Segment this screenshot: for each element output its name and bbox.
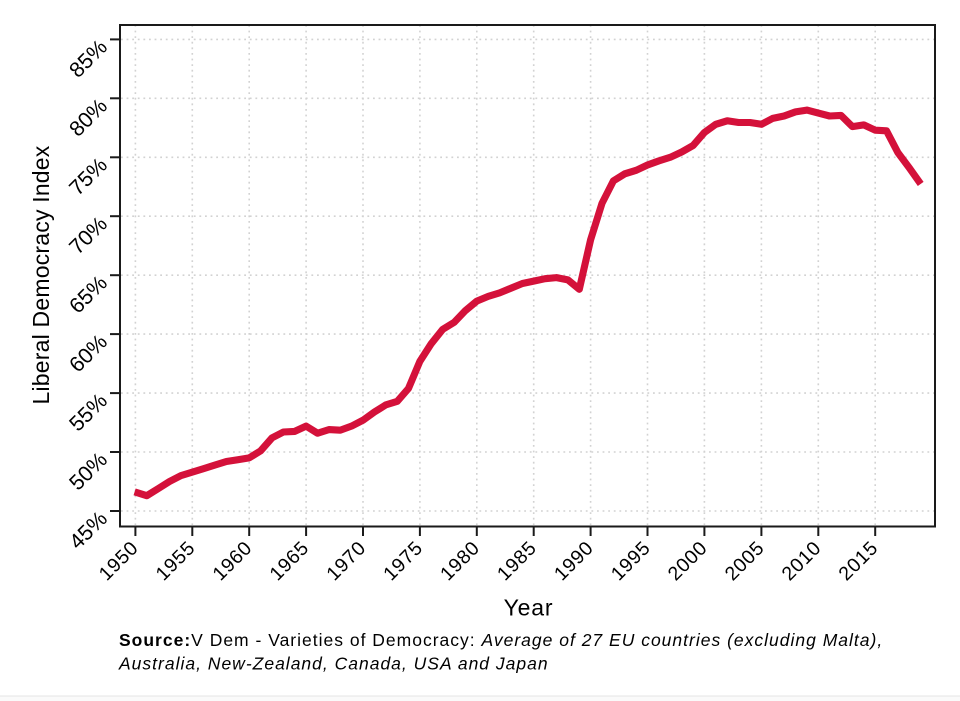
svg-text:Source:V Dem - Varieties of De: Source:V Dem - Varieties of Democracy: A… xyxy=(119,630,883,650)
svg-text:Australia, New-Zealand, Canada: Australia, New-Zealand, Canada, USA and … xyxy=(118,654,549,674)
svg-text:Year: Year xyxy=(504,595,554,621)
svg-text:Liberal Democracy Index: Liberal Democracy Index xyxy=(28,145,54,404)
